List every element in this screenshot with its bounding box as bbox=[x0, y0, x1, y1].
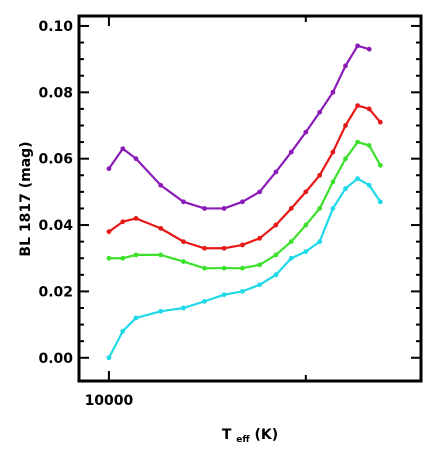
data-point bbox=[377, 119, 383, 125]
y-tick-label: 0.06 bbox=[38, 152, 73, 168]
data-point bbox=[240, 265, 245, 271]
data-point bbox=[158, 252, 164, 258]
y-axis-title: BL 1817 (mag) bbox=[18, 141, 34, 256]
x-axis-title-main: T bbox=[222, 427, 232, 443]
data-point bbox=[343, 63, 348, 69]
data-point bbox=[330, 206, 336, 211]
series-group bbox=[106, 43, 383, 361]
data-point bbox=[221, 206, 227, 211]
series-line-3 bbox=[108, 140, 382, 270]
data-point bbox=[377, 162, 383, 168]
y-tick-label: 0.10 bbox=[38, 19, 73, 35]
data-point bbox=[120, 219, 126, 225]
data-point bbox=[366, 106, 372, 112]
data-point bbox=[202, 206, 207, 211]
series-line-4 bbox=[107, 177, 382, 359]
data-point bbox=[257, 262, 263, 268]
data-point bbox=[133, 315, 139, 321]
data-point bbox=[158, 308, 164, 314]
data-point bbox=[257, 189, 263, 195]
data-point bbox=[377, 199, 383, 205]
data-point bbox=[120, 146, 126, 152]
data-point bbox=[355, 103, 361, 108]
data-point bbox=[317, 109, 323, 115]
data-point bbox=[355, 43, 361, 49]
data-point bbox=[181, 239, 186, 245]
data-point bbox=[330, 89, 336, 95]
data-point bbox=[106, 355, 112, 361]
data-point bbox=[221, 245, 227, 251]
data-point bbox=[330, 149, 336, 155]
y-tick-label: 0.04 bbox=[38, 218, 73, 234]
data-point bbox=[343, 123, 348, 128]
data-point bbox=[120, 255, 126, 261]
data-point bbox=[303, 189, 309, 195]
data-point bbox=[181, 305, 186, 311]
y-tick-label: 0.00 bbox=[38, 351, 73, 367]
data-point bbox=[303, 222, 309, 228]
data-point bbox=[355, 139, 361, 145]
data-point bbox=[257, 235, 263, 241]
data-point bbox=[273, 222, 279, 228]
y-axis-ticks: 0.00 0.02 0.04 0.06 0.08 0.10 bbox=[38, 19, 421, 367]
data-point bbox=[288, 255, 294, 261]
series-line-2 bbox=[108, 104, 382, 250]
data-point bbox=[106, 255, 112, 261]
data-point bbox=[133, 252, 139, 258]
data-point bbox=[181, 259, 186, 264]
data-point bbox=[288, 149, 294, 155]
series-line-1 bbox=[108, 44, 370, 210]
data-point bbox=[221, 292, 227, 298]
plot-frame bbox=[77, 14, 423, 383]
data-point bbox=[288, 239, 294, 245]
data-point bbox=[343, 186, 348, 191]
y-tick-label: 0.02 bbox=[38, 284, 73, 300]
data-point bbox=[317, 172, 323, 178]
data-point bbox=[366, 182, 372, 188]
data-point bbox=[303, 129, 309, 135]
x-axis-title: T eff (K) bbox=[222, 427, 278, 446]
data-point bbox=[303, 249, 309, 254]
data-point bbox=[273, 272, 279, 278]
data-point bbox=[221, 265, 227, 271]
data-point bbox=[133, 156, 139, 162]
data-point bbox=[106, 229, 112, 235]
data-point bbox=[366, 46, 372, 52]
data-point bbox=[366, 143, 372, 148]
y-tick-label: 0.08 bbox=[38, 85, 73, 101]
data-point bbox=[120, 328, 126, 334]
data-point bbox=[257, 282, 263, 288]
data-point bbox=[202, 265, 207, 271]
data-point bbox=[317, 206, 323, 211]
data-point bbox=[355, 176, 361, 181]
data-point bbox=[343, 156, 348, 162]
data-point bbox=[330, 179, 336, 185]
data-point bbox=[240, 289, 245, 294]
data-point bbox=[317, 239, 323, 245]
x-tick-label: 10000 bbox=[85, 393, 134, 409]
data-point bbox=[288, 206, 294, 211]
x-axis-title-unit: (K) bbox=[255, 427, 279, 443]
data-point bbox=[106, 166, 112, 172]
data-point bbox=[158, 225, 164, 231]
data-point bbox=[202, 245, 207, 251]
data-point bbox=[240, 199, 245, 205]
data-point bbox=[273, 252, 279, 258]
x-axis-title-sub: eff bbox=[236, 435, 250, 445]
data-point bbox=[240, 242, 245, 248]
data-point bbox=[158, 182, 164, 188]
data-point bbox=[273, 169, 279, 175]
data-point bbox=[133, 216, 139, 221]
data-point bbox=[181, 199, 186, 205]
x-axis-ticks: 10000 bbox=[85, 16, 307, 409]
data-point bbox=[202, 298, 207, 304]
